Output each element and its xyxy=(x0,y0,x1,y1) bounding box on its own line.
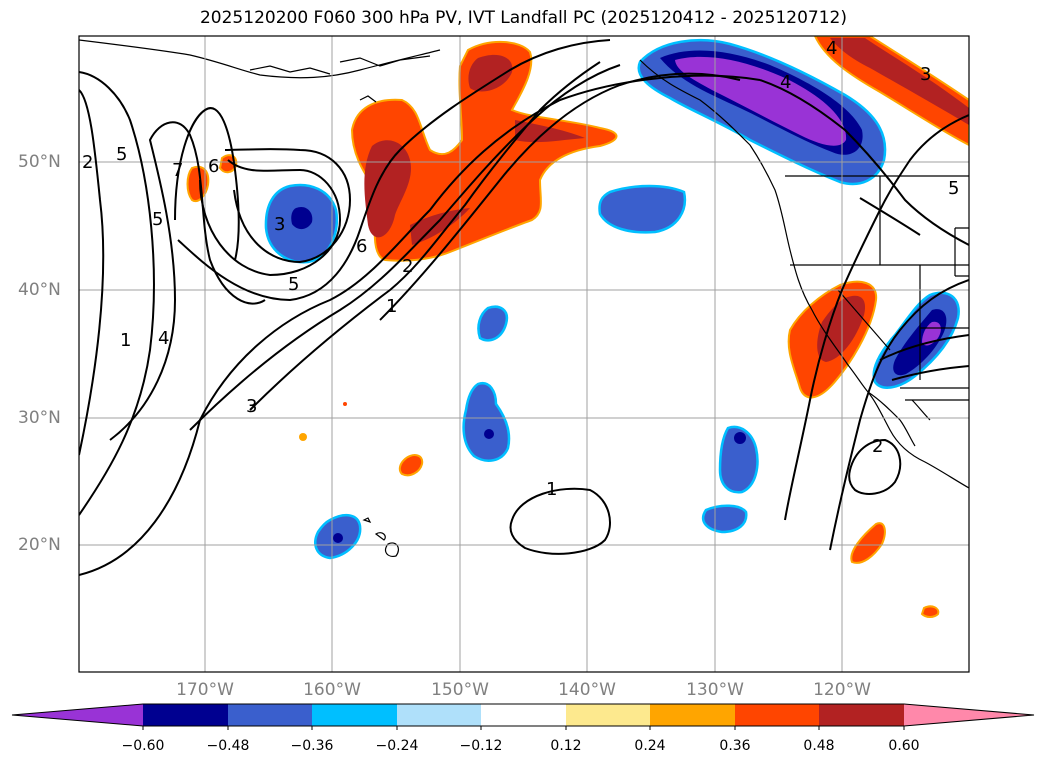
lon-label: 150°W xyxy=(431,680,489,700)
map-panel: 5 6 7 5 3 5 4 1 3 2 1 6 4 3 5 1 2 2 4 xyxy=(79,36,969,672)
lon-label: 170°W xyxy=(176,680,234,700)
negative-region-west-pacific-core xyxy=(291,206,313,230)
lon-label: 130°W xyxy=(686,680,744,700)
contour-label: 1 xyxy=(386,296,397,317)
colorbar-bin xyxy=(650,704,735,726)
alaska-coastline xyxy=(79,39,441,103)
positive-region-northern-ridge-core xyxy=(830,38,969,125)
colorbar-bin xyxy=(904,704,1034,726)
contour-label: 6 xyxy=(356,236,367,257)
lon-label: 160°W xyxy=(303,680,361,700)
positive-region-gulf-of-alaska-core xyxy=(364,54,585,245)
north-america-west-coast xyxy=(639,59,969,489)
contour-label: 4 xyxy=(780,72,791,93)
lat-label: 20°N xyxy=(18,535,61,555)
positive-region-northern-ridge xyxy=(813,36,969,147)
colorbar-bin xyxy=(12,704,143,726)
lon-label: 120°W xyxy=(813,680,871,700)
pv-contours xyxy=(79,39,969,576)
map-frame xyxy=(78,35,970,673)
contour-label: 6 xyxy=(208,156,219,177)
positive-region-california-core xyxy=(817,295,866,362)
colorbar-tick-label: −0.48 xyxy=(206,738,250,754)
negative-region-central xyxy=(462,381,511,462)
negative-region-east-central xyxy=(701,425,759,534)
negative-region-small-north xyxy=(477,305,509,342)
contour-label: 2 xyxy=(402,256,413,277)
colorbar-tick-label: 0.60 xyxy=(888,738,920,754)
lat-label: 40°N xyxy=(18,280,61,300)
contour-label: 1 xyxy=(120,330,131,351)
hawaii-islands xyxy=(362,517,400,557)
colorbar-bin xyxy=(481,704,566,726)
contour-label: 5 xyxy=(152,209,163,230)
colorbar-tick-label: 0.48 xyxy=(803,738,835,754)
negative-region-mid-pacific xyxy=(598,184,687,234)
colorbar-bin xyxy=(143,704,228,726)
contour-label: 2 xyxy=(82,152,93,173)
colorbar-bin xyxy=(819,704,904,726)
colorbar-tick-label: −0.24 xyxy=(375,738,419,754)
contour-label: 3 xyxy=(274,214,285,235)
colorbar-tick-label: 0.24 xyxy=(634,738,666,754)
contour-label: 3 xyxy=(920,64,931,85)
lon-label: 140°W xyxy=(558,680,616,700)
colorbar xyxy=(11,703,1035,730)
contour-label: 4 xyxy=(158,328,169,349)
positive-region-south-small xyxy=(398,454,940,618)
colorbar-bin xyxy=(566,704,650,726)
colorbar-bin xyxy=(735,704,819,726)
contour-label: 7 xyxy=(172,160,183,181)
negative-region-british-columbia-extreme xyxy=(675,56,847,146)
contour-label: 3 xyxy=(246,396,257,417)
contour-labels: 5 6 7 5 3 5 4 1 3 2 1 6 4 3 5 1 2 2 4 xyxy=(82,38,959,500)
figure-title: 2025120200 F060 300 hPa PV, IVT Landfall… xyxy=(199,8,847,28)
colorbar-bin xyxy=(228,704,312,726)
contour-label: 4 xyxy=(826,38,837,59)
colorbar-tick-label: 0.12 xyxy=(550,738,582,754)
colorbar-tick-label: −0.36 xyxy=(290,738,334,754)
colorbar-bin xyxy=(312,704,397,726)
state-borders xyxy=(790,176,969,401)
colorbar-tick-label: −0.12 xyxy=(459,738,503,754)
contour-label: 5 xyxy=(288,274,299,295)
positive-region-mexico-coast xyxy=(850,522,886,564)
lat-label: 50°N xyxy=(18,152,61,172)
contour-label: 5 xyxy=(948,178,959,199)
colorbar-tick-label: −0.60 xyxy=(121,738,165,754)
colorbar-tick-label: 0.36 xyxy=(719,738,751,754)
contour-label: 1 xyxy=(546,479,557,500)
contour-label: 5 xyxy=(116,144,127,165)
contour-label: 2 xyxy=(872,436,883,457)
land-outlines xyxy=(79,39,969,557)
colorbar-bin xyxy=(397,704,481,726)
lat-label: 30°N xyxy=(18,408,61,428)
